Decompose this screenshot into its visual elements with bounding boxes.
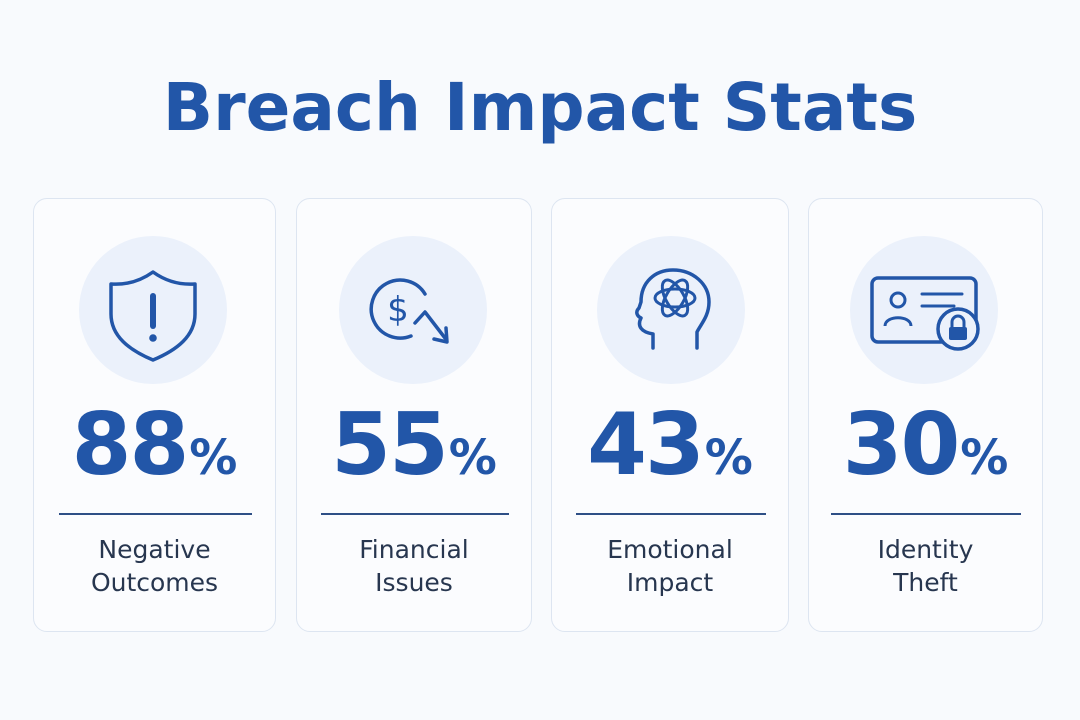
stat-percent-sign: % bbox=[189, 430, 238, 486]
stat-number: 30 bbox=[842, 395, 961, 495]
stat-percent-sign: % bbox=[448, 430, 497, 486]
stat-card-financial-issues: $ 55% Financial Issues bbox=[296, 198, 532, 632]
divider bbox=[576, 513, 766, 515]
divider bbox=[831, 513, 1021, 515]
stat-label-emotional-impact: Emotional Impact bbox=[552, 533, 788, 599]
label-line-2: Outcomes bbox=[90, 568, 219, 597]
dollar-down-icon: $ bbox=[339, 236, 487, 384]
stat-percent-sign: % bbox=[960, 430, 1009, 486]
stat-number: 88 bbox=[71, 395, 190, 495]
divider bbox=[59, 513, 252, 515]
id-card-lock-icon bbox=[850, 236, 998, 384]
stat-card-negative-outcomes: 88% Negative Outcomes bbox=[33, 198, 276, 632]
label-line-2: Impact bbox=[626, 568, 714, 597]
label-line-1: Negative bbox=[98, 535, 211, 564]
stat-value-negative-outcomes: 88% bbox=[34, 395, 275, 508]
stat-value-emotional-impact: 43% bbox=[552, 395, 788, 508]
label-line-2: Issues bbox=[375, 568, 453, 597]
stat-number: 43 bbox=[587, 395, 705, 495]
stat-percent-sign: % bbox=[704, 430, 753, 486]
label-line-1: Emotional bbox=[607, 535, 733, 564]
stat-card-identity-theft: 30% Identity Theft bbox=[808, 198, 1043, 632]
stat-label-financial-issues: Financial Issues bbox=[297, 533, 531, 599]
label-line-2: Theft bbox=[893, 568, 958, 597]
stat-label-identity-theft: Identity Theft bbox=[809, 533, 1042, 599]
stat-value-identity-theft: 30% bbox=[809, 395, 1042, 508]
stat-number: 55 bbox=[331, 395, 449, 495]
stat-label-negative-outcomes: Negative Outcomes bbox=[34, 533, 275, 599]
brain-head-icon bbox=[597, 236, 745, 384]
stat-value-financial-issues: 55% bbox=[297, 395, 531, 508]
label-line-1: Financial bbox=[359, 535, 469, 564]
label-line-1: Identity bbox=[877, 535, 974, 564]
stat-card-emotional-impact: 43% Emotional Impact bbox=[551, 198, 789, 632]
svg-text:$: $ bbox=[387, 290, 409, 330]
shield-alert-icon bbox=[79, 236, 227, 384]
page-title: Breach Impact Stats bbox=[162, 69, 918, 146]
divider bbox=[321, 513, 509, 515]
